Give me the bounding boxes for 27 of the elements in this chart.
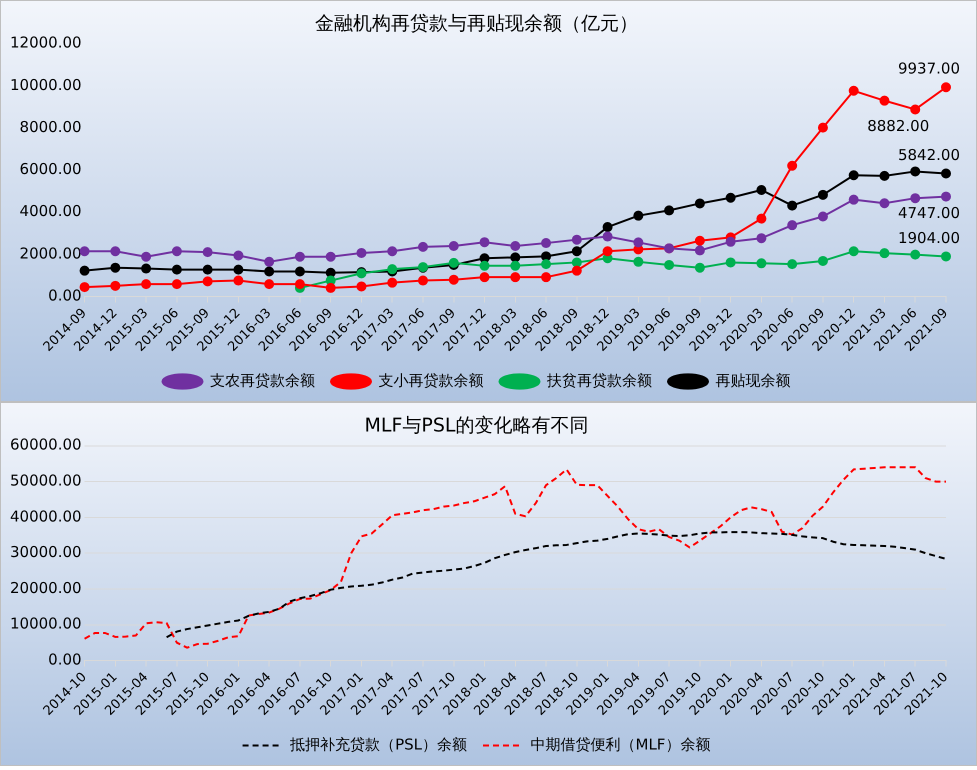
y-tick-label: 60000.00 bbox=[10, 436, 82, 454]
y-tick-label: 30000.00 bbox=[10, 543, 82, 562]
legend-label: 中期借贷便利（MLF）余额 bbox=[530, 735, 710, 754]
y-tick-label: 10000.00 bbox=[10, 76, 82, 94]
y-tick-label: 8000.00 bbox=[20, 118, 82, 136]
data-label: 9937.00 bbox=[898, 60, 960, 78]
chart-title: MLF与PSL的变化略有不同 bbox=[364, 414, 589, 436]
chart-title: 金融机构再贷款与再贴现余额（亿元） bbox=[315, 12, 638, 34]
y-tick-label: 4000.00 bbox=[20, 202, 82, 220]
legend-label: 支农再贷款余额 bbox=[210, 371, 315, 390]
y-tick-label: 6000.00 bbox=[20, 160, 82, 178]
legend-label: 扶贫再贷款余额 bbox=[546, 371, 652, 390]
legend-label: 再贴现余额 bbox=[716, 371, 790, 390]
data-label: 5842.00 bbox=[898, 146, 960, 164]
y-tick-label: 12000.00 bbox=[10, 34, 82, 52]
y-tick-label: 40000.00 bbox=[10, 507, 82, 526]
y-tick-label: 50000.00 bbox=[10, 471, 82, 490]
y-tick-label: 20000.00 bbox=[10, 578, 82, 597]
y-tick-label: 0.00 bbox=[48, 286, 82, 304]
y-tick-label: 0.00 bbox=[48, 650, 82, 668]
data-label: 4747.00 bbox=[898, 204, 960, 222]
y-tick-label: 2000.00 bbox=[20, 244, 82, 262]
y-tick-label: 10000.00 bbox=[10, 614, 82, 633]
data-label: 1904.00 bbox=[898, 228, 960, 247]
legend-label: 抵押补充贷款（PSL）余额 bbox=[289, 735, 468, 754]
data-label: 8882.00 bbox=[867, 116, 930, 135]
legend-label: 支小再贷款余额 bbox=[378, 371, 484, 390]
